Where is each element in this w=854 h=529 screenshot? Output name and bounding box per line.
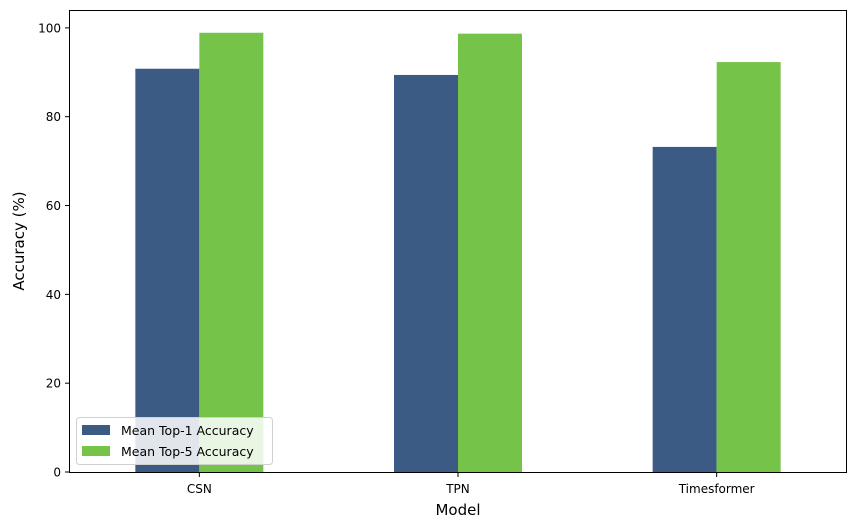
y-tick-label: 80	[46, 110, 61, 124]
legend-label-top5: Mean Top-5 Accuracy	[121, 444, 254, 459]
bar-csn-series-1	[135, 68, 200, 473]
y-axis-label: Accuracy (%)	[10, 191, 28, 290]
legend-swatch-top1	[82, 425, 110, 435]
x-tick-label: Timesformer	[678, 482, 755, 496]
x-tick-label: CSN	[187, 482, 212, 496]
legend-label-top1: Mean Top-1 Accuracy	[121, 423, 254, 438]
bars-layer	[135, 32, 781, 473]
x-tick-label: TPN	[445, 482, 470, 496]
bar-tpn-series-1	[394, 74, 458, 472]
y-tick-label: 100	[38, 21, 61, 35]
y-tick-label: 20	[46, 377, 61, 391]
bar-tpn-series-2	[458, 33, 522, 472]
bar-timesformer-series-2	[716, 62, 781, 472]
y-tick-label: 40	[46, 288, 61, 302]
x-axis-label: Model	[435, 501, 480, 519]
x-axis: CSN TPN Timesformer	[187, 472, 755, 496]
bar-timesformer-series-1	[652, 146, 717, 472]
bar-csn-series-2	[199, 32, 264, 472]
y-axis: 0 20 40 60 80 100	[38, 21, 70, 480]
y-tick-label: 0	[53, 466, 61, 480]
legend-frame	[76, 417, 273, 465]
legend-swatch-top5	[82, 446, 110, 456]
legend: Mean Top-1 Accuracy Mean Top-5 Accuracy	[76, 417, 273, 465]
y-tick-label: 60	[46, 199, 61, 213]
